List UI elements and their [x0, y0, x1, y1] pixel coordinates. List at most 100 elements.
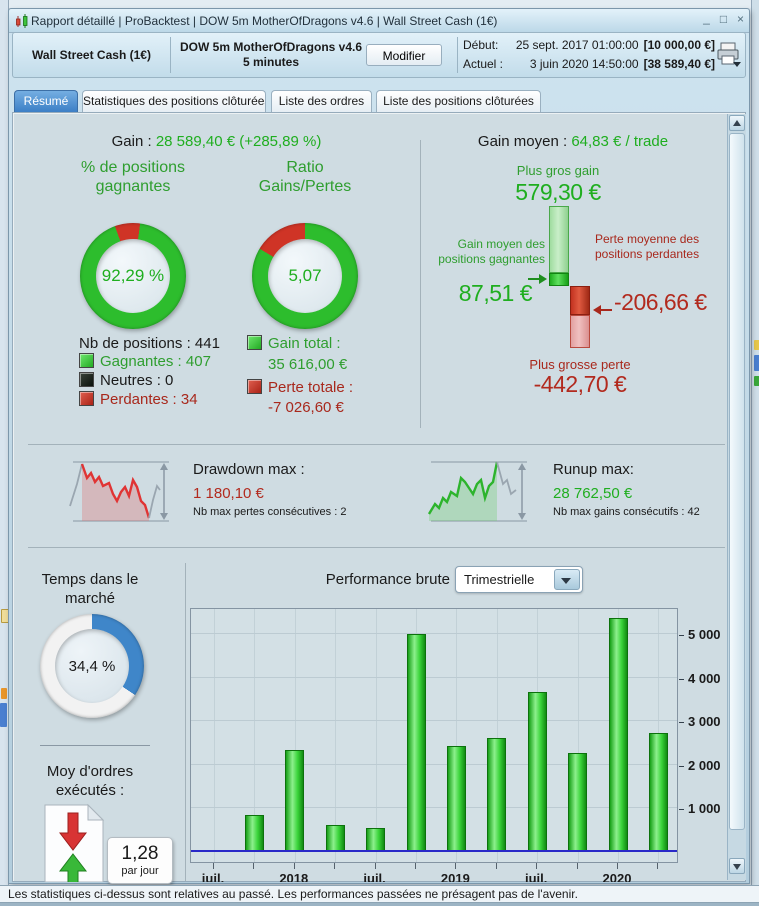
account-name: Wall Street Cash (1€) [32, 48, 151, 62]
start-capital: [10 000,00 €] [643, 38, 715, 52]
background-icon [0, 703, 7, 727]
tab-statistiques[interactable]: Statistiques des positions clôturées [82, 90, 266, 112]
biggest-loss-value: -442,70 € [533, 371, 627, 397]
gain-value: 28 589,40 € (+285,89 %) [155, 133, 322, 150]
donut-center: 92,29 % [96, 239, 170, 313]
tab-liste-ordres[interactable]: Liste des ordres [271, 90, 372, 112]
period-dropdown[interactable]: Trimestrielle [455, 566, 583, 593]
triangle-down-icon [733, 864, 741, 870]
avg-loss-value: -206,66 € [614, 289, 707, 315]
orders-title: Moy d'ordres exécutés : [46, 763, 134, 799]
background-icon [754, 376, 759, 386]
winning-count: Gagnantes : 407 [100, 353, 211, 370]
avg-gain-bar-bright [549, 273, 569, 286]
modify-button[interactable]: Modifier [366, 44, 442, 66]
close-button[interactable]: × [736, 12, 744, 26]
gain-moyen-line: Gain moyen : 64,83 € / trade [420, 133, 726, 150]
print-button[interactable] [713, 40, 743, 70]
background-icon [754, 340, 759, 350]
avg-win-label: Gain moyen des positions gagnantes [438, 237, 545, 266]
background-icon [754, 355, 759, 371]
losing-count: Perdantes : 34 [100, 391, 198, 408]
drawdown-chart-icon [69, 461, 169, 522]
header-divider [170, 37, 171, 73]
avg-loss-arrow-icon [593, 305, 612, 315]
system-info: DOW 5m MotherOfDragons v4.6 5 minutes [176, 33, 366, 77]
scroll-up-button[interactable] [729, 115, 745, 131]
time-in-market-value: 34,4 % [68, 657, 116, 675]
tab-liste-positions[interactable]: Liste des positions clôturées [376, 90, 541, 112]
small-divider [40, 745, 150, 746]
ratio-title: Ratio Gains/Pertes [258, 159, 352, 195]
header-divider [457, 37, 458, 73]
gain-total-swatch [247, 335, 262, 350]
triangle-up-icon [733, 120, 741, 126]
section-divider [28, 547, 725, 548]
winning-pct-value: 92,29 % [101, 266, 165, 285]
dates-block: Début: 25 sept. 2017 01:00:00 [10 000,00… [463, 36, 715, 74]
gain-label: Gain : [111, 133, 152, 150]
losing-swatch [79, 391, 94, 406]
current-datetime: 3 juin 2020 14:50:00 [529, 57, 639, 71]
ratio-donut: 5,07 [252, 223, 358, 329]
performance-xaxis: juil. 2018 juil. 2019 juil. 2020 [190, 863, 678, 882]
nb-positions: Nb de positions : 441 [79, 335, 220, 352]
loss-total-swatch [247, 379, 262, 394]
biggest-gain-value: 579,30 € [515, 179, 601, 205]
gain-total-label: Gain total : [268, 335, 341, 352]
background-app-top-strip [0, 0, 759, 8]
printer-icon [717, 42, 741, 67]
avg-win-value: 87,51 € [458, 280, 533, 306]
status-text: Les statistiques ci-dessus sont relative… [8, 887, 578, 901]
window-title: Rapport détaillé | ProBacktest | DOW 5m … [31, 13, 498, 28]
avg-loss-label: Perte moyenne des positions perdantes [595, 232, 700, 261]
donut-center: 5,07 [268, 239, 342, 313]
dropdown-arrow-button[interactable] [554, 569, 580, 590]
section-divider [28, 444, 725, 445]
period-dropdown-value: Trimestrielle [464, 572, 535, 587]
donut-center: 34,4 % [55, 629, 129, 703]
scroll-down-button[interactable] [729, 858, 745, 874]
runup-note: Nb max gains consécutifs : 42 [553, 506, 700, 518]
runup-chart-icon [427, 461, 527, 522]
gain-line: Gain : 28 589,40 € (+285,89 %) [13, 133, 420, 150]
avg-loss-bar-dark [570, 286, 590, 315]
biggest-gain-label: Plus gros gain [516, 163, 600, 178]
start-datetime: 25 sept. 2017 01:00:00 [515, 38, 639, 52]
time-in-market-donut: 34,4 % [40, 614, 144, 718]
max-loss-bar-light [570, 315, 590, 348]
loss-total-label: Perte totale : [268, 379, 354, 396]
candlestick-app-icon [16, 14, 28, 28]
winning-positions-donut: 92,29 % [80, 223, 186, 329]
title-bar: Rapport détaillé | ProBacktest | DOW 5m … [9, 9, 749, 33]
maximize-button[interactable]: □ [719, 12, 728, 26]
performance-plot [190, 608, 678, 863]
orders-per-day-box: 1,28 par jour [107, 837, 173, 884]
neutral-swatch [79, 372, 94, 387]
summary-vertical-divider [420, 140, 421, 428]
orders-unit: par jour [121, 865, 159, 877]
avg-gain-bar-light [549, 206, 569, 273]
time-in-market-title: Temps dans le marché [41, 571, 139, 607]
bottom-vertical-divider [185, 563, 186, 881]
status-bar-bottom-strip [0, 903, 759, 906]
system-timeframe: 5 minutes [242, 55, 299, 69]
drawdown-label: Drawdown max : [193, 461, 305, 478]
performance-yaxis: 1 000 2 000 3 000 4 000 5 000 [678, 608, 726, 863]
avg-win-arrow-icon [528, 274, 547, 284]
status-bar: Les statistiques ci-dessus sont relative… [0, 885, 759, 903]
background-app-right-strip [751, 0, 759, 906]
scrollbar-thumb[interactable] [729, 133, 745, 830]
performance-label: Performance brute [325, 571, 450, 588]
gain-moyen-value: 64,83 € / trade [571, 133, 669, 150]
start-label: Début: [463, 38, 499, 52]
minimize-button[interactable]: _ [703, 11, 710, 25]
tab-resume[interactable]: Résumé [14, 90, 78, 112]
runup-label: Runup max: [553, 461, 634, 478]
runup-value: 28 762,50 € [553, 485, 633, 502]
chevron-down-icon [561, 578, 571, 584]
current-label: Actuel : [463, 57, 504, 71]
vertical-scrollbar[interactable] [727, 114, 746, 880]
current-capital: [38 589,40 €] [643, 57, 715, 71]
